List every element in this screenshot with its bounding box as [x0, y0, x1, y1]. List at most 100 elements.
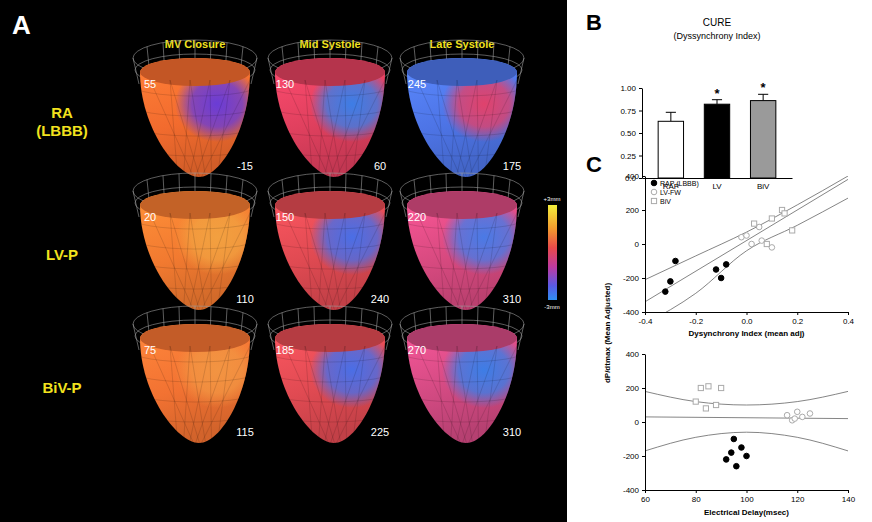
- surface-mesh: [400, 80, 524, 177]
- panel-b: BCURE(Dyssynchrony Index)**0.00.250.500.…: [586, 10, 793, 191]
- legend-marker: [651, 198, 656, 203]
- tick: 400: [626, 350, 645, 359]
- point: [723, 457, 729, 463]
- plot-marks: [645, 176, 848, 312]
- lv-cell: 220310: [400, 173, 526, 310]
- surface-detail: [133, 58, 259, 177]
- point: [673, 258, 679, 264]
- lv-cell: 245175: [400, 40, 526, 177]
- lv-cell: 20110: [133, 173, 259, 310]
- surface-mesh: [400, 213, 524, 310]
- tick: LV: [712, 182, 722, 191]
- point: [703, 406, 708, 411]
- point: [744, 453, 750, 459]
- point: [792, 416, 798, 422]
- tick-label: -400: [623, 486, 640, 495]
- point: [800, 414, 806, 420]
- surface-detail: [268, 191, 394, 310]
- surface-detail: [400, 191, 526, 310]
- point: [713, 402, 718, 407]
- tick-label: 200: [626, 206, 640, 215]
- error-bar: [670, 112, 671, 121]
- tick: 0.4: [843, 312, 855, 326]
- point: [764, 241, 769, 246]
- tick-mark: [642, 354, 645, 355]
- surface-mesh: [133, 80, 257, 177]
- tick-mark: [747, 312, 748, 315]
- point: [668, 279, 674, 285]
- point: [769, 216, 774, 221]
- y-axis: 0.00.250.500.751.00: [620, 84, 642, 183]
- panel-letter: C: [586, 152, 602, 177]
- legend-label: RAP (LBBB): [660, 180, 699, 188]
- y-axis: -400-2000200400: [623, 350, 646, 495]
- time-label: 60: [374, 160, 386, 172]
- time-label: 110: [236, 293, 254, 305]
- time-label: 240: [371, 293, 389, 305]
- lv-cell: 270310: [400, 306, 526, 443]
- tick: 0.50: [620, 129, 642, 138]
- tick-mark: [642, 490, 645, 491]
- point: [718, 275, 724, 281]
- point: [790, 228, 795, 233]
- y-axis: -400-2000200400: [623, 172, 646, 317]
- surface-mesh: [400, 346, 524, 443]
- figure-svg: AMV ClosureMid SystoleLate SystoleRA(LBB…: [0, 0, 872, 522]
- tick: 0: [635, 240, 645, 249]
- tick-label: BiV: [757, 182, 770, 191]
- error-cap: [666, 112, 676, 113]
- significance-label: *: [761, 80, 767, 95]
- legend-item: RAP (LBBB): [651, 180, 699, 188]
- time-label: 115: [236, 426, 254, 438]
- figure: AMV ClosureMid SystoleLate SystoleRA(LBB…: [0, 0, 872, 522]
- bar: [658, 121, 683, 178]
- tick: 0: [635, 418, 645, 427]
- point: [807, 411, 813, 417]
- tick-label: 0.25: [620, 152, 636, 161]
- x-axis: -0.4-0.20.00.20.4: [639, 312, 855, 326]
- time-label: 55: [144, 78, 156, 90]
- tick-mark: [797, 312, 798, 315]
- tick: 200: [626, 384, 645, 393]
- surface-mesh: [268, 80, 392, 177]
- tick-label: LV: [712, 182, 722, 191]
- tick-mark: [642, 210, 645, 211]
- chart-subtitle: (Dyssynchrony Index): [673, 31, 760, 41]
- point: [739, 445, 745, 451]
- tick-mark: [642, 278, 645, 279]
- bar: [704, 104, 729, 178]
- time-label: -15: [237, 160, 253, 172]
- surface-mesh: [133, 346, 257, 443]
- point: [734, 463, 740, 469]
- point: [698, 385, 703, 390]
- fit-line: [645, 417, 848, 419]
- point: [719, 385, 724, 390]
- tick-mark: [848, 490, 849, 493]
- tick-mark: [645, 490, 646, 493]
- tick-mark: [696, 490, 697, 493]
- tick: 100: [740, 490, 754, 504]
- legend-marker: [651, 180, 657, 186]
- axis-line: [645, 177, 646, 313]
- tick-mark: [639, 178, 642, 179]
- x-axis-title: Electrical Delay(msec): [704, 508, 789, 517]
- legend-label: LV-FW: [660, 189, 681, 196]
- tick-label: -0.4: [639, 317, 653, 326]
- time-label: 175: [503, 160, 521, 172]
- row-title: RA(LBBB): [36, 104, 88, 139]
- tick-label: 120: [791, 495, 805, 504]
- point: [794, 409, 800, 415]
- legend: RAP (LBBB)LV-FWBiV: [651, 180, 699, 205]
- surface-detail: [268, 324, 394, 443]
- tick-mark: [642, 244, 645, 245]
- axis-line: [645, 355, 646, 491]
- time-label: 130: [276, 78, 294, 90]
- tick-label: 0.75: [620, 107, 636, 116]
- confidence-band: [645, 198, 848, 312]
- tick-label: 60: [641, 495, 650, 504]
- tick: 200: [626, 206, 645, 215]
- lv-cell: 130 60: [268, 40, 394, 177]
- plot-marks: [645, 384, 848, 469]
- point: [756, 224, 762, 230]
- confidence-band: [645, 391, 848, 405]
